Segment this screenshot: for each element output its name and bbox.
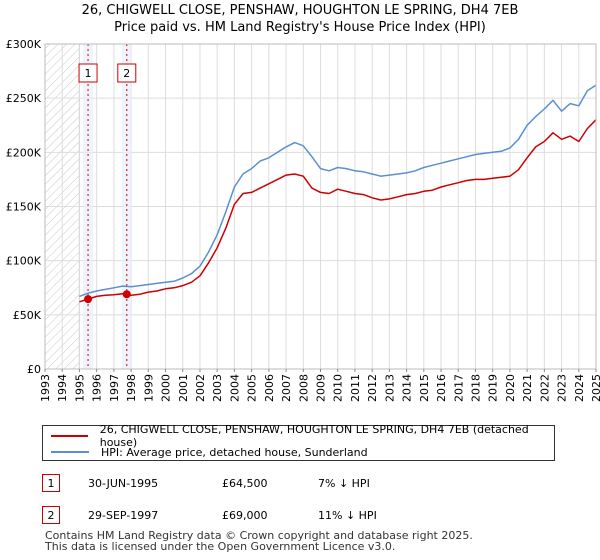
property-series-line [79,119,596,303]
x-tick-label: 1993 [39,374,52,402]
y-tick-label: £200K [6,146,42,159]
transaction-price: £64,500 [222,477,268,490]
x-tick-label: 2020 [504,374,517,402]
x-tick-label: 2022 [538,374,551,402]
x-tick-label: 2025 [590,374,600,402]
sale-label-box [117,63,137,83]
footer: Contains HM Land Registry data © Crown c… [45,530,473,552]
hpi-series-line [79,84,596,298]
x-tick-label: 2018 [469,374,482,402]
x-tick-label: 2024 [573,374,586,402]
footer-licence: This data is licensed under the Open Gov… [45,540,396,553]
x-tick-label: 2023 [556,374,569,402]
x-tick-label: 2001 [177,374,190,402]
legend-label-property: 26, CHIGWELL CLOSE, PENSHAW, HOUGHTON LE… [99,423,529,449]
x-tick-label: 2009 [315,374,328,402]
transaction-date: 30-JUN-1995 [88,477,159,490]
legend: 26, CHIGWELL CLOSE, PENSHAW, HOUGHTON LE… [42,423,555,461]
y-tick-label: £0 [27,363,41,376]
x-tick-label: 1994 [56,374,69,402]
x-tick-label: 2010 [332,374,345,402]
x-tick-label: 2016 [435,374,448,402]
sale-point-marker [122,290,131,299]
y-tick-label: £100K [6,255,42,268]
legend-swatch-property [51,435,88,437]
x-tick-label: 2004 [228,374,241,402]
legend-swatch-hpi [51,451,89,453]
transaction-hpi-diff: 11% ↓ HPI [318,509,377,522]
x-tick-label: 2005 [246,374,259,402]
x-tick-label: 2006 [263,374,276,402]
transaction-price: £69,000 [222,509,268,522]
x-tick-label: 2007 [280,374,293,402]
x-tick-label: 1995 [73,374,86,402]
chart-title: 26, CHIGWELL CLOSE, PENSHAW, HOUGHTON LE… [81,3,519,18]
transaction-hpi-diff: 7% ↓ HPI [318,477,370,490]
transaction-number-badge: 2 [42,506,60,524]
x-tick-label: 1999 [142,374,155,402]
x-tick-label: 2002 [194,374,207,402]
x-tick-label: 2008 [297,374,310,402]
sale-label-box [78,63,98,83]
sale-label-number: 1 [85,67,92,80]
legend-label-hpi: HPI: Average price, detached house, Sund… [101,445,368,459]
y-tick-label: £250K [6,92,42,105]
footer-copyright: Contains HM Land Registry data © Crown c… [45,529,473,542]
x-tick-label: 2019 [487,374,500,402]
x-tick-label: 2012 [366,374,379,402]
x-tick-label: 2015 [418,374,431,402]
legend-item-hpi: HPI: Average price, detached house, Sund… [51,444,368,460]
x-tick-label: 2000 [160,374,173,402]
y-tick-label: £50K [13,309,42,322]
chart-subtitle: Price paid vs. HM Land Registry's House … [114,20,486,35]
x-tick-label: 1998 [125,374,138,402]
x-tick-label: 2003 [211,374,224,402]
y-tick-label: £150K [6,201,42,214]
x-tick-label: 2021 [521,374,534,402]
chart-title-block: 26, CHIGWELL CLOSE, PENSHAW, HOUGHTON LE… [0,2,600,36]
transaction-highlight-band [83,44,94,369]
price-chart: £0 £50K £100K £150K £200K £250K £300K 1993 1994… [6,38,600,402]
legend-item-property: 26, CHIGWELL CLOSE, PENSHAW, HOUGHTON LE… [51,423,554,449]
transaction-number-badge: 1 [42,474,60,492]
x-tick-label: 1996 [91,374,104,402]
sale-label-number: 2 [123,67,130,80]
sale-point-marker [84,295,93,304]
x-tick-label: 2017 [452,374,465,402]
x-tick-label: 2013 [383,374,396,402]
y-tick-label: £300K [6,38,42,51]
transaction-highlight-band [121,44,132,369]
x-tick-label: 1997 [108,374,121,402]
x-tick-label: 2011 [349,374,362,402]
x-tick-label: 2014 [401,374,414,402]
transaction-date: 29-SEP-1997 [88,509,159,522]
